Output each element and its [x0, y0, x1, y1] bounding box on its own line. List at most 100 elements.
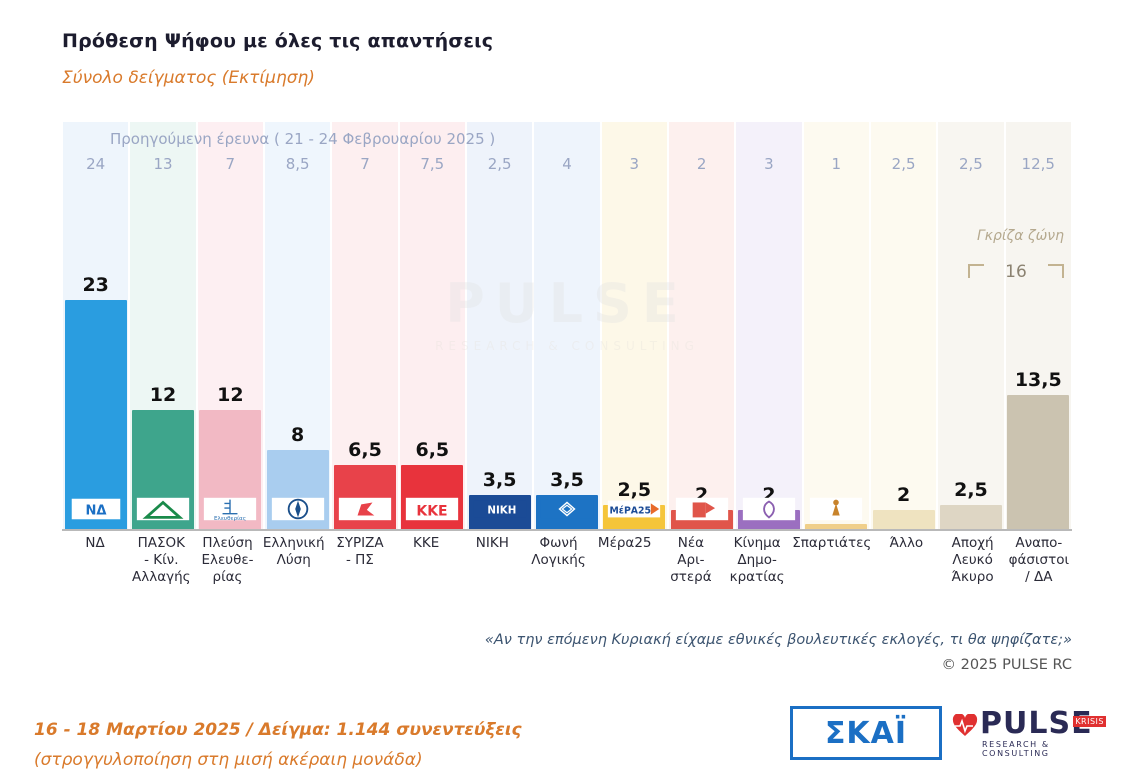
column-background: [668, 122, 735, 530]
bar-column: 12: [129, 122, 196, 530]
bar: [670, 497, 733, 530]
column-background: [803, 122, 870, 530]
column-background-fill: [534, 122, 600, 530]
bar: ΚΚΕ: [401, 465, 464, 530]
skai-logo-text: ΣΚΑΪ: [824, 715, 908, 751]
bar: ΝΔ: [64, 300, 127, 530]
column-background-fill: [668, 122, 735, 530]
x-axis-labels: ΝΔ ΠΑΣΟΚ - Κίν. Αλλαγής Πλεύση Ελευθε-ρίας Ελλ…: [62, 535, 1072, 586]
previous-value: 1: [831, 155, 842, 173]
bar: ΝΙΚΗ: [468, 492, 531, 530]
column-background: [937, 122, 1004, 530]
bar-value-label: 12: [149, 384, 177, 406]
bar-value-label: 8: [291, 424, 305, 446]
bar-value-label: 13,5: [1014, 369, 1062, 391]
bar-column: 2: [735, 122, 802, 530]
column-background: [870, 122, 937, 530]
kke-logo-icon: ΚΚΕ: [401, 492, 463, 526]
foni-logikis-logo-icon: [536, 492, 598, 526]
previous-value: 12,5: [1021, 155, 1055, 173]
bar-column: 6,5 ΚΚΕ: [399, 122, 466, 530]
bar-value-label: 6,5: [348, 439, 382, 461]
footer-note: (στρογγυλοποίηση στη μισή ακέραιη μονάδα…: [34, 750, 423, 770]
column-background-fill: [332, 122, 398, 530]
pulse-logo: PULSE KRISIS RESEARCH & CONSULTING: [952, 706, 1112, 758]
bar: [333, 465, 396, 530]
column-background: [466, 122, 533, 530]
bar-column: 0,5: [803, 122, 870, 530]
previous-value: 2,5: [487, 155, 512, 173]
x-axis-label: ΝΔ: [85, 535, 105, 551]
nd-logo-icon: ΝΔ: [65, 492, 127, 526]
pasok-logo-icon: [132, 492, 194, 526]
mera25-logo-icon: ΜέΡΑ25: [603, 492, 665, 526]
bar-column: 3,5 ΝΙΚΗ: [466, 122, 533, 530]
x-axis-label: Μέρα25: [597, 535, 652, 551]
bar: [872, 510, 935, 530]
x-axis-label: ΠΑΣΟΚ - Κίν. Αλλαγής: [132, 535, 191, 585]
kinima-dimokratias-logo-icon: [738, 492, 800, 526]
bar-column: 2,5: [937, 122, 1004, 530]
bar-column: 12 Ελευθερίας: [197, 122, 264, 530]
previous-survey-values: 24 13 7 8,5 7 7,5 2,5 4 3 2 3 1 2,5 2,5 12,5: [62, 155, 1072, 173]
previous-value: 7: [225, 155, 236, 173]
x-axis-label: ΚΚΕ: [412, 535, 440, 551]
x-axis-label: ΣΥΡΙΖΑ - ΠΣ: [336, 535, 384, 568]
chart-plot-area: Προηγούμενη έρευνα ( 21 - 24 Φεβρουαρίου…: [62, 122, 1072, 530]
previous-value: 8,5: [285, 155, 310, 173]
x-axis-label: Κίνημα Δημο-κρατίας: [729, 535, 785, 585]
bar-value-label: 2,5: [954, 479, 988, 501]
grey-zone-bracket: 16: [968, 262, 1064, 286]
nea-aristera-logo-icon: [671, 492, 733, 526]
bar: [131, 410, 194, 530]
column-background: [601, 122, 668, 530]
column-background-fill: [601, 122, 667, 530]
spartiates-logo-icon: [805, 492, 867, 526]
bar-value-label: 12: [217, 384, 244, 406]
grey-zone-value: 16: [1005, 262, 1027, 282]
x-axis-line: [62, 529, 1072, 531]
previous-value: 3: [629, 155, 640, 173]
column-background-fill: [736, 122, 802, 530]
pulse-heart-icon: [952, 714, 978, 736]
column-background-fill: [870, 122, 937, 530]
grey-zone-bracket-left: [968, 264, 984, 278]
column-background: [533, 122, 600, 530]
x-axis-label: Νέα Αρι-στερά: [670, 535, 712, 585]
bar-column: 2,5 ΜέΡΑ25: [601, 122, 668, 530]
column-background-fill: [466, 122, 533, 530]
x-axis-label: Αναπο-φάσιστοι / ΔΑ: [1008, 535, 1070, 585]
previous-value: 7: [360, 155, 370, 173]
niki-logo-icon: ΝΙΚΗ: [469, 492, 531, 526]
syriza-logo-icon: [334, 492, 396, 526]
x-axis-label: Σπαρτιάτες: [792, 535, 872, 551]
column-background-fill: [803, 122, 869, 530]
x-axis-label: Αποχή Λευκό Άκυρο: [951, 535, 994, 585]
x-axis-label: Πλεύση Ελευθε-ρίας: [201, 535, 254, 585]
previous-survey-label: Προηγούμενη έρευνα ( 21 - 24 Φεβρουαρίου…: [110, 130, 496, 148]
bar-value-label: 3,5: [482, 469, 517, 491]
svg-text:Ελευθερίας: Ελευθερίας: [214, 515, 246, 522]
svg-text:ΜέΡΑ25: ΜέΡΑ25: [610, 506, 652, 517]
bar: [535, 492, 598, 530]
bar-value-label: 2: [896, 484, 911, 506]
pulse-logo-text: PULSE: [980, 706, 1093, 741]
page-title: Πρόθεση Ψήφου με όλες τις απαντήσεις: [62, 30, 494, 52]
previous-value: 13: [153, 155, 173, 173]
grey-zone-bracket-right: [1048, 264, 1064, 278]
column-background-fill: [938, 122, 1004, 530]
column-backgrounds: [62, 122, 1072, 530]
previous-value: 2,5: [959, 155, 983, 173]
x-axis-label: Άλλο: [889, 535, 924, 551]
bar-value-label: 6,5: [415, 439, 450, 461]
bar: Ελευθερίας: [199, 410, 262, 530]
bar: ΜέΡΑ25: [603, 500, 666, 530]
bar: [939, 505, 1002, 530]
copyright-text: © 2025 PULSE RC: [941, 657, 1072, 673]
x-axis-label: ΝΙΚΗ: [475, 535, 509, 551]
bar-column: 3,5: [533, 122, 600, 530]
previous-value: 24: [86, 155, 106, 173]
bar: [805, 497, 868, 530]
previous-value: 3: [764, 155, 774, 173]
page-subtitle: Σύνολο δείγματος (Εκτίμηση): [62, 68, 315, 88]
